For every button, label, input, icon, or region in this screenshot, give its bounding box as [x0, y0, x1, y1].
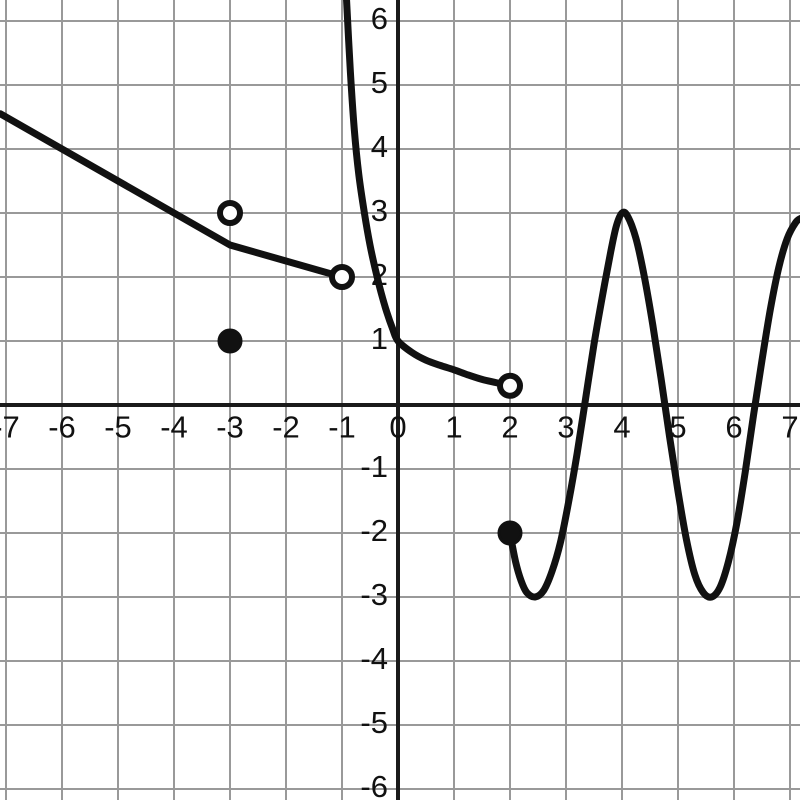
y-tick-label: 4 — [371, 129, 388, 164]
markers-layer — [217, 200, 523, 546]
x-tick-label: 4 — [613, 409, 630, 444]
x-tick-label: 6 — [725, 409, 742, 444]
x-tick-label: -7 — [0, 409, 20, 444]
curve-decay-curve — [343, 0, 514, 390]
y-tick-label: 6 — [371, 1, 388, 36]
y-tick-label: -1 — [360, 449, 388, 484]
y-tick-label: 2 — [371, 257, 388, 292]
y-tick-label: 3 — [371, 193, 388, 228]
point-closed-endpoint-wave-left — [497, 520, 523, 546]
x-tick-label: 0 — [389, 409, 406, 444]
x-tick-label: -2 — [272, 409, 300, 444]
y-tick-label: -4 — [360, 641, 388, 676]
y-tick-label: -3 — [360, 577, 388, 612]
curves-layer — [0, 0, 800, 601]
point-open-endpoint-line-right — [329, 264, 355, 290]
x-tick-label: 2 — [501, 409, 518, 444]
x-tick-label: 3 — [557, 409, 574, 444]
y-tick-label: 5 — [371, 65, 388, 100]
y-tick-label: -6 — [360, 769, 388, 800]
y-tick-label: -2 — [360, 513, 388, 548]
x-tick-label: -6 — [48, 409, 76, 444]
x-tick-label: 1 — [445, 409, 462, 444]
curve-sine-wave — [506, 208, 800, 601]
x-tick-label: -5 — [104, 409, 132, 444]
y-tick-label: 1 — [371, 321, 388, 356]
x-tick-label: -3 — [216, 409, 244, 444]
point-open-endpoint-left-upper — [217, 200, 243, 226]
point-open-endpoint-decay-right — [497, 372, 523, 399]
x-tick-label: 7 — [781, 409, 798, 444]
y-tick-label: -5 — [360, 705, 388, 740]
x-tick-label: -1 — [328, 409, 356, 444]
x-tick-label: -4 — [160, 409, 188, 444]
curve-linear-segment — [0, 110, 346, 281]
x-tick-label: 5 — [669, 409, 686, 444]
point-closed-point-value-at-minus-three — [217, 328, 243, 354]
